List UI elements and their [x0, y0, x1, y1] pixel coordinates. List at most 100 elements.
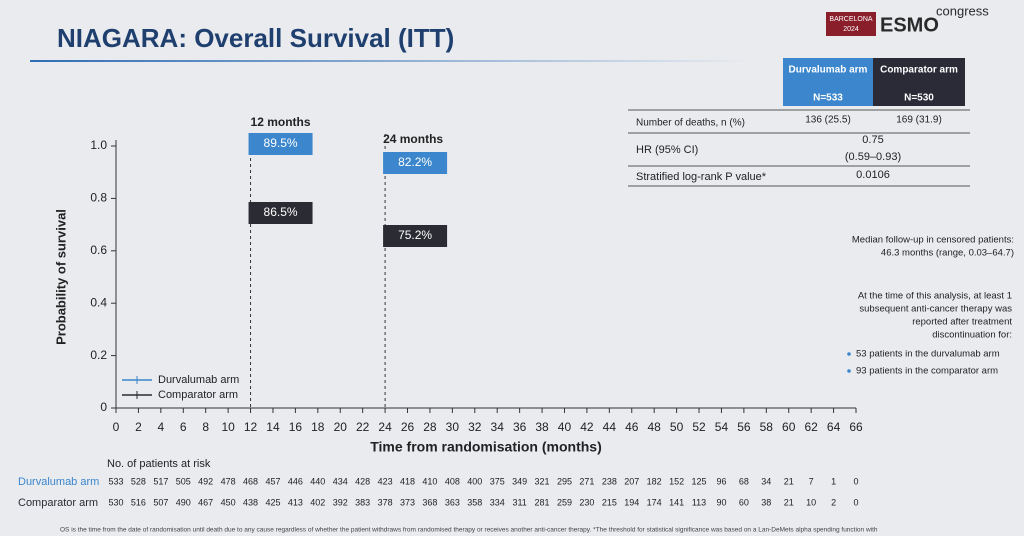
x-tick-label: 2: [135, 420, 142, 434]
x-tick-label: 40: [558, 420, 572, 434]
y-tick-label: 0.8: [90, 191, 107, 205]
risk-value: 334: [490, 497, 505, 507]
risk-value: 182: [647, 476, 662, 486]
col-name: Durvalumab arm: [789, 65, 868, 76]
risk-value: 516: [131, 497, 146, 507]
risk-value: 425: [265, 497, 280, 507]
bullet-text: 53 patients in the durvalumab arm: [856, 349, 1000, 360]
footnote: OS is the time from the date of randomis…: [60, 527, 878, 534]
risk-value: 375: [490, 476, 505, 486]
x-tick-label: 60: [782, 420, 796, 434]
x-tick-label: 44: [603, 420, 617, 434]
x-tick-label: 8: [202, 420, 209, 434]
risk-row-name: Comparator arm: [18, 497, 98, 509]
x-tick-label: 36: [513, 420, 527, 434]
risk-value: 410: [422, 476, 437, 486]
risk-value: 383: [355, 497, 370, 507]
col-head: [873, 58, 965, 106]
risk-value: 492: [198, 476, 213, 486]
risk-value: 10: [806, 497, 816, 507]
y-axis-label: Probability of survival: [53, 209, 68, 345]
risk-value: 413: [288, 497, 303, 507]
cell: 169 (31.9): [896, 115, 942, 126]
x-tick-label: 62: [804, 420, 818, 434]
risk-value: 96: [716, 476, 726, 486]
x-tick-label: 34: [491, 420, 505, 434]
x-tick-label: 18: [311, 420, 325, 434]
risk-value: 259: [557, 497, 572, 507]
legend-label: Comparator arm: [158, 389, 238, 401]
risk-value: 358: [467, 497, 482, 507]
milestone-box: [383, 152, 448, 174]
risk-value: 528: [131, 476, 146, 486]
x-tick-label: 66: [849, 420, 863, 434]
milestone-box: [248, 133, 313, 155]
x-tick-label: 0: [113, 420, 120, 434]
risk-value: 505: [176, 476, 191, 486]
x-tick-label: 64: [827, 420, 841, 434]
risk-value: 0: [853, 476, 858, 486]
risk-value: 373: [400, 497, 415, 507]
x-tick-label: 22: [356, 420, 370, 434]
x-tick-label: 52: [692, 420, 706, 434]
risk-value: 113: [692, 497, 706, 507]
risk-value: 457: [265, 476, 280, 486]
risk-value: 418: [400, 476, 415, 486]
risk-title: No. of patients at risk: [107, 458, 211, 470]
milestone-label: 12 months: [251, 115, 311, 129]
legend-label: Durvalumab arm: [158, 374, 239, 386]
y-tick-label: 0.4: [90, 295, 107, 309]
risk-row-name: Durvalumab arm: [18, 476, 99, 488]
logo: BARCELONA 2024 ESMO congress: [826, 3, 989, 36]
x-tick-label: 48: [648, 420, 662, 434]
risk-value: 530: [108, 497, 123, 507]
x-tick-label: 14: [266, 420, 280, 434]
y-tick-label: 0: [100, 400, 107, 414]
bullet: [847, 352, 851, 356]
x-tick-label: 46: [625, 420, 639, 434]
x-tick-label: 10: [221, 420, 235, 434]
col-n: N=533: [813, 93, 843, 104]
risk-value: 321: [535, 476, 550, 486]
risk-value: 517: [153, 476, 168, 486]
x-tick-label: 50: [670, 420, 684, 434]
plot: 00.20.40.60.81.00 2 4 6 8 10 12 14 16 18 20 22 24 26 2…: [18, 115, 863, 509]
risk-value: 402: [310, 497, 325, 507]
risk-value: 7: [809, 476, 814, 486]
note-line: reported after treatment: [912, 317, 1012, 328]
risk-value: 349: [512, 476, 527, 486]
risk-value: 467: [198, 497, 213, 507]
risk-value: 21: [784, 497, 794, 507]
logo-box: [826, 12, 876, 36]
risk-value: 281: [535, 497, 550, 507]
milestone-value: 75.2%: [398, 228, 432, 242]
risk-value: 507: [153, 497, 168, 507]
risk-value: 271: [579, 476, 594, 486]
risk-value: 378: [378, 497, 393, 507]
risk-value: 152: [669, 476, 684, 486]
x-tick-label: 16: [289, 420, 303, 434]
y-tick-label: 0.2: [90, 348, 107, 362]
risk-value: 125: [692, 476, 707, 486]
risk-value: 490: [176, 497, 191, 507]
risk-value: 392: [333, 497, 348, 507]
cell: 136 (25.5): [805, 115, 851, 126]
x-tick-label: 26: [401, 420, 415, 434]
risk-value: 60: [739, 497, 749, 507]
row-label: Stratified log-rank P value*: [636, 171, 767, 183]
risk-value: 450: [221, 497, 236, 507]
risk-value: 174: [647, 497, 662, 507]
bullet-text: 93 patients in the comparator arm: [856, 366, 998, 377]
logo-year: 2024: [843, 26, 859, 33]
x-tick-label: 28: [423, 420, 437, 434]
risk-value: 230: [579, 497, 594, 507]
risk-value: 295: [557, 476, 572, 486]
col-head: [783, 58, 873, 106]
risk-value: 141: [669, 497, 684, 507]
x-tick-label: 38: [535, 420, 549, 434]
x-tick-label: 12: [244, 420, 258, 434]
x-tick-label: 56: [737, 420, 751, 434]
risk-value: 0: [853, 497, 858, 507]
x-tick-label: 30: [446, 420, 460, 434]
